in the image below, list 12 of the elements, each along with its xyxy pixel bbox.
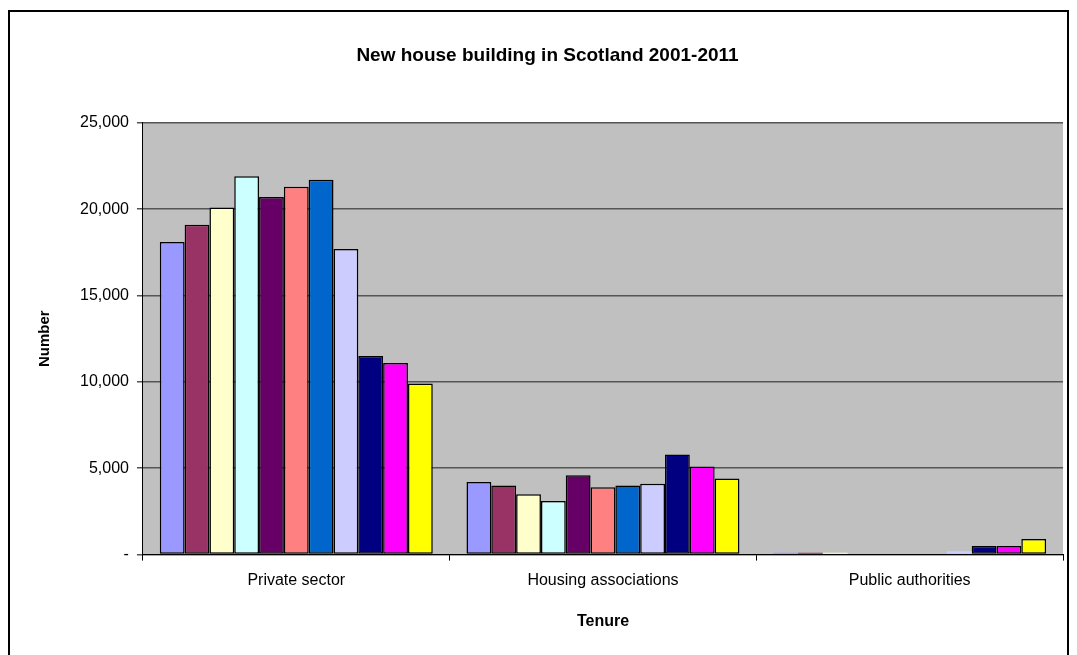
x-tick-label: Public authorities bbox=[848, 570, 971, 588]
y-tick-label: 20,000 bbox=[80, 199, 130, 217]
chart-title: New house building in Scotland 2001-2011 bbox=[356, 43, 740, 65]
y-tick-label: 5,000 bbox=[88, 458, 130, 476]
y-tick-label: 10,000 bbox=[80, 372, 130, 390]
y-tick-label: 25,000 bbox=[80, 113, 130, 131]
x-tick-label: Housing associations bbox=[527, 570, 679, 588]
y-tick-label: 15,000 bbox=[80, 285, 130, 303]
y-axis-title: Number bbox=[35, 310, 53, 368]
x-axis-title: Tenure bbox=[576, 611, 630, 629]
y-tick-label: - bbox=[123, 545, 129, 563]
x-tick-label: Private sector bbox=[247, 570, 346, 588]
